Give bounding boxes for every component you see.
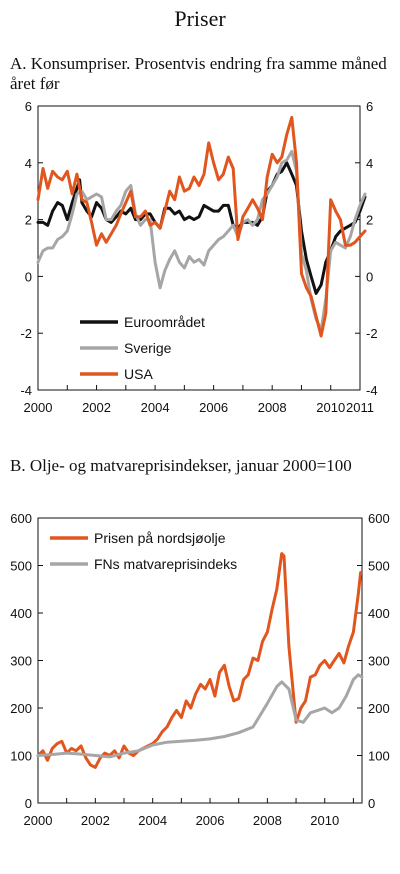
y-tick-label-right: 100 (368, 749, 390, 764)
y-tick-label-left: 600 (10, 511, 32, 526)
x-tick-label: 2006 (199, 400, 228, 415)
y-tick-label-right: 500 (368, 559, 390, 574)
y-tick-label-left: 500 (10, 559, 32, 574)
y-tick-label-right: 0 (368, 796, 375, 811)
legend-label: Sverige (124, 340, 172, 356)
y-tick-label-left: 0 (25, 796, 32, 811)
y-tick-label-right: 0 (366, 269, 373, 284)
y-tick-label-left: -2 (20, 326, 32, 341)
y-tick-label-right: 400 (368, 606, 390, 621)
y-tick-label-left: 300 (10, 654, 32, 669)
x-tick-label: 2002 (82, 400, 111, 415)
legend-label: Euroområdet (124, 314, 205, 330)
panel-b-title: B. Olje- og matvareprisindekser, januar … (10, 456, 352, 475)
x-tick-label: 2004 (138, 813, 167, 828)
y-tick-label-left: 100 (10, 749, 32, 764)
x-tick-label: 2010 (310, 813, 339, 828)
y-tick-label-right: -2 (366, 326, 378, 341)
x-tick-label: 2010 (316, 400, 345, 415)
x-tick-label: 2008 (253, 813, 282, 828)
x-tick-label: 2011 (346, 400, 374, 415)
x-tick-label: 2006 (196, 813, 225, 828)
x-tick-label: 2000 (24, 813, 53, 828)
y-tick-label-right: 2 (366, 213, 373, 228)
legend-label: FNs matvareprisindeks (94, 556, 237, 572)
y-tick-label-right: 200 (368, 701, 390, 716)
x-tick-label: 2000 (24, 400, 53, 415)
legend-label: Prisen på nordsjøolje (94, 530, 226, 546)
y-tick-label-right: 4 (366, 156, 373, 171)
series-line (36, 552, 363, 769)
y-tick-label-right: 6 (366, 99, 373, 114)
panel-a-title: A. Konsumpriser. Prosentvis endring fra … (10, 54, 387, 93)
plot-frame (37, 105, 361, 391)
y-tick-label-left: 6 (25, 99, 32, 114)
y-tick-label-right: -4 (366, 383, 378, 398)
x-tick-label: 2002 (81, 813, 110, 828)
y-tick-label-left: 200 (10, 701, 32, 716)
y-tick-label-right: 300 (368, 654, 390, 669)
x-tick-label: 2004 (141, 400, 170, 415)
series-line (36, 115, 367, 338)
x-tick-label: 2008 (258, 400, 287, 415)
series-line (36, 673, 364, 759)
legend-label: USA (124, 366, 153, 382)
y-tick-label-left: 400 (10, 606, 32, 621)
y-tick-label-left: 2 (25, 213, 32, 228)
y-tick-label-left: 4 (25, 156, 32, 171)
y-tick-label-right: 600 (368, 511, 390, 526)
y-tick-label-left: -4 (20, 383, 32, 398)
page-title: Priser (174, 6, 226, 31)
y-tick-label-left: 0 (25, 269, 32, 284)
